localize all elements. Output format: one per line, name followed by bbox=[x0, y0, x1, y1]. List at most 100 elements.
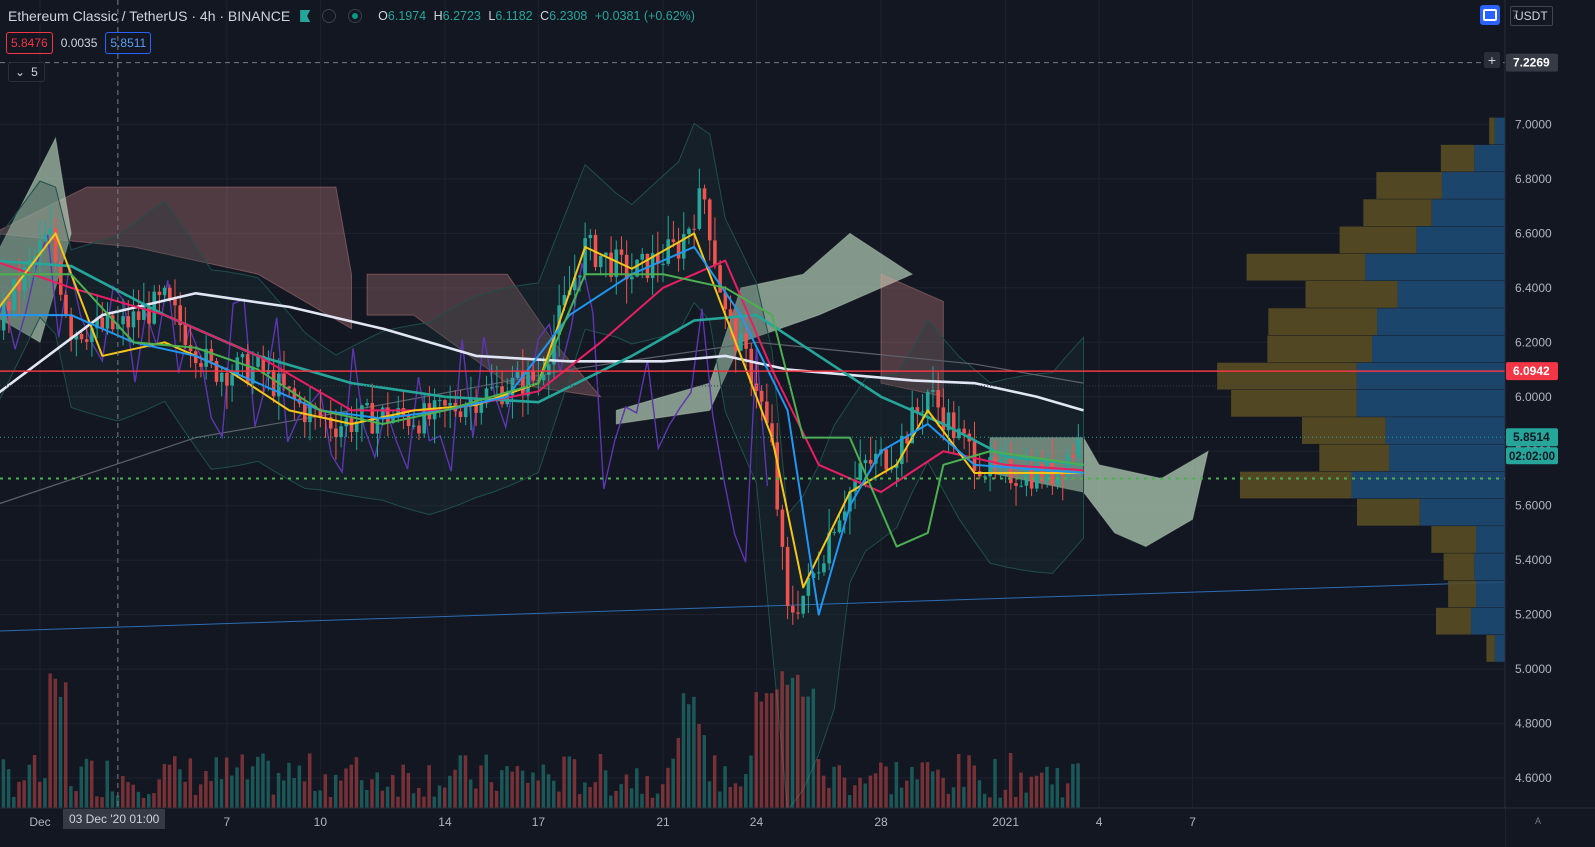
candle-body bbox=[256, 355, 260, 367]
volume-bar bbox=[126, 781, 130, 808]
volume-bar bbox=[266, 760, 270, 808]
volume-profile-down bbox=[1267, 335, 1373, 363]
crosshair-time-label: 03 Dec '20 01:00 bbox=[63, 809, 166, 829]
volume-bar bbox=[1076, 763, 1080, 808]
candle-body bbox=[775, 442, 780, 510]
volume-bar bbox=[479, 765, 483, 808]
volume-bar bbox=[650, 797, 655, 808]
volume-bar bbox=[282, 780, 286, 808]
flag-icon[interactable] bbox=[300, 10, 311, 22]
price-tick-label: 4.6000 bbox=[1515, 771, 1552, 785]
volume-bar bbox=[318, 790, 322, 808]
time-tick-label: 21 bbox=[656, 815, 670, 829]
volume-bar bbox=[198, 784, 203, 808]
candle-body bbox=[853, 480, 857, 492]
candle-body bbox=[936, 390, 940, 408]
candle-body bbox=[448, 402, 452, 406]
candle-body bbox=[697, 188, 702, 229]
add-alert-icon[interactable]: + bbox=[1484, 52, 1500, 68]
volume-bar bbox=[744, 774, 748, 808]
candle-body bbox=[328, 417, 333, 429]
volume-bar bbox=[962, 786, 966, 808]
candle-body bbox=[282, 373, 286, 387]
candle-body bbox=[105, 315, 110, 329]
candle-body bbox=[204, 348, 208, 367]
volume-bar bbox=[468, 779, 473, 808]
volume-bar bbox=[894, 762, 899, 808]
candle-body bbox=[412, 425, 416, 427]
candle-body bbox=[661, 263, 665, 265]
candle-body bbox=[183, 325, 188, 345]
volume-bar bbox=[577, 794, 582, 808]
kumo-cloud bbox=[0, 186, 352, 330]
candle-body bbox=[526, 370, 530, 396]
volume-bar bbox=[879, 762, 883, 808]
candle-body bbox=[816, 572, 821, 574]
candle-body bbox=[806, 577, 811, 596]
volume-bar bbox=[998, 797, 1002, 808]
volume-bar bbox=[583, 782, 587, 808]
candle-body bbox=[360, 405, 364, 422]
indicators-count: 5 bbox=[31, 65, 38, 79]
volume-bar bbox=[661, 784, 665, 808]
volume-bar bbox=[43, 778, 47, 808]
candle-body bbox=[251, 366, 255, 384]
volume-bar bbox=[863, 783, 867, 808]
volume-bar bbox=[728, 786, 732, 808]
volume-profile-up bbox=[1365, 253, 1505, 281]
volume-profile-up bbox=[1470, 607, 1505, 635]
kumo-cloud bbox=[366, 273, 602, 398]
price-tick-label: 6.2000 bbox=[1515, 335, 1552, 349]
candle-body bbox=[489, 387, 494, 389]
candle-body bbox=[920, 411, 925, 413]
candle-body bbox=[1035, 464, 1039, 489]
candle-body bbox=[739, 333, 743, 351]
candle-body bbox=[396, 408, 401, 417]
candle-body bbox=[209, 348, 214, 361]
volume-bar bbox=[967, 755, 971, 808]
volume-bar bbox=[920, 762, 925, 808]
candle-body bbox=[33, 256, 37, 261]
volume-bar bbox=[972, 765, 976, 808]
volume-bar bbox=[1014, 796, 1018, 808]
candle-body bbox=[1009, 458, 1013, 484]
fullscreen-button[interactable] bbox=[1480, 5, 1500, 25]
volume-bar bbox=[84, 758, 89, 808]
volume-bar bbox=[832, 766, 836, 808]
indicators-toggle[interactable]: ⌄ 5 bbox=[8, 62, 45, 82]
sell-price[interactable]: 5.8476 bbox=[6, 32, 53, 54]
volume-bar bbox=[27, 764, 32, 808]
candle-body bbox=[583, 238, 587, 276]
candle-body bbox=[53, 228, 58, 262]
volume-bar bbox=[328, 797, 333, 808]
time-tick-label: 17 bbox=[532, 815, 546, 829]
volume-bar bbox=[1003, 789, 1008, 808]
candle-body bbox=[749, 348, 754, 384]
candle-body bbox=[261, 355, 266, 374]
spread-value: 0.0035 bbox=[60, 36, 98, 50]
fullscreen-icon bbox=[1483, 9, 1497, 21]
symbol-title[interactable]: Ethereum Classic / TetherUS · 4h · BINAN… bbox=[8, 8, 291, 24]
volume-bar bbox=[136, 791, 141, 808]
volume-profile-up bbox=[1416, 226, 1505, 254]
visibility-icon[interactable] bbox=[322, 9, 337, 23]
buy-price[interactable]: 5.8511 bbox=[105, 32, 152, 54]
candle-body bbox=[64, 294, 68, 315]
currency-label[interactable]: USDT bbox=[1510, 6, 1553, 26]
volume-profile-down bbox=[1319, 444, 1390, 472]
price-tick-label: 5.4000 bbox=[1515, 553, 1552, 567]
volume-profile-up bbox=[1441, 172, 1505, 199]
volume-profile-down bbox=[1436, 607, 1471, 635]
auto-scale-button[interactable]: A bbox=[1534, 816, 1541, 826]
volume-bar bbox=[749, 755, 753, 808]
volume-bar bbox=[655, 793, 660, 808]
volume-profile-down bbox=[1440, 144, 1475, 172]
volume-bar bbox=[204, 770, 208, 808]
last-price-label-bg bbox=[1506, 428, 1558, 447]
volume-bar bbox=[121, 776, 125, 808]
moving-average-4 bbox=[0, 245, 1084, 616]
volume-profile-down bbox=[1239, 471, 1352, 499]
candle-body bbox=[354, 421, 359, 432]
volume-bar bbox=[764, 693, 769, 808]
